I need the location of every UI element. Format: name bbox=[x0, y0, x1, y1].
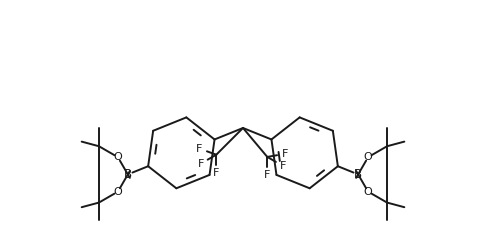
Text: O: O bbox=[364, 152, 373, 162]
Text: B: B bbox=[124, 168, 132, 181]
Text: O: O bbox=[364, 187, 373, 197]
Text: F: F bbox=[264, 170, 270, 180]
Text: F: F bbox=[198, 159, 204, 169]
Text: F: F bbox=[282, 149, 288, 159]
Text: F: F bbox=[196, 144, 203, 154]
Text: B: B bbox=[354, 168, 362, 181]
Text: O: O bbox=[113, 152, 122, 162]
Text: F: F bbox=[280, 161, 286, 171]
Text: O: O bbox=[113, 187, 122, 197]
Text: F: F bbox=[213, 168, 220, 178]
